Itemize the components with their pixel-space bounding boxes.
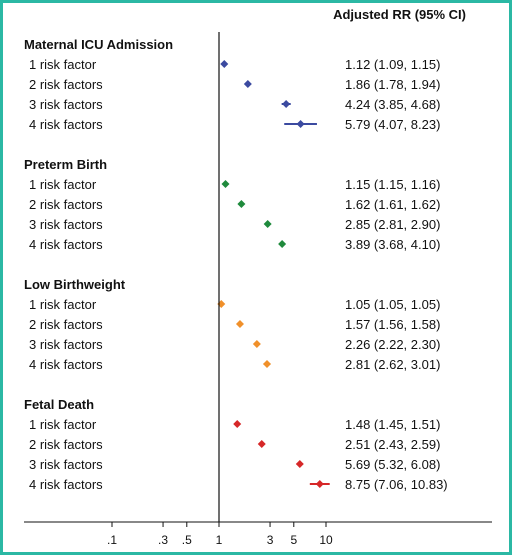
- group-label: Preterm Birth: [24, 157, 107, 172]
- x-tick-label: .3: [158, 533, 168, 547]
- row-label: 4 risk factors: [29, 357, 103, 372]
- point-estimate-marker: [278, 240, 287, 248]
- row-label: 3 risk factors: [29, 457, 103, 472]
- estimate-text: 1.62 (1.61, 1.62): [345, 197, 440, 212]
- estimate-text: 8.75 (7.06, 10.83): [345, 477, 448, 492]
- estimate-text: 3.89 (3.68, 4.10): [345, 237, 440, 252]
- group-label: Maternal ICU Admission: [24, 37, 173, 52]
- row-label: 1 risk factor: [29, 297, 97, 312]
- group-label: Low Birthweight: [24, 277, 126, 292]
- point-estimate-marker: [296, 120, 305, 128]
- estimate-text: 4.24 (3.85, 4.68): [345, 97, 440, 112]
- point-estimate-marker: [263, 360, 272, 368]
- row-label: 4 risk factors: [29, 237, 103, 252]
- estimate-text: 2.51 (2.43, 2.59): [345, 437, 440, 452]
- x-tick-label: .5: [182, 533, 192, 547]
- column-header: Adjusted RR (95% CI): [333, 7, 466, 22]
- point-estimate-marker: [220, 60, 229, 68]
- x-tick-label: 10: [319, 533, 333, 547]
- estimate-text: 2.26 (2.22, 2.30): [345, 337, 440, 352]
- plot-rows: Maternal ICU Admission 1 risk factor 1.12 …: [24, 37, 448, 492]
- x-tick-label: 5: [290, 533, 297, 547]
- estimate-text: 5.79 (4.07, 8.23): [345, 117, 440, 132]
- row-label: 3 risk factors: [29, 217, 103, 232]
- estimate-text: 1.15 (1.15, 1.16): [345, 177, 440, 192]
- estimate-text: 5.69 (5.32, 6.08): [345, 457, 440, 472]
- row-label: 3 risk factors: [29, 337, 103, 352]
- estimate-text: 1.86 (1.78, 1.94): [345, 77, 440, 92]
- point-estimate-marker: [315, 480, 324, 488]
- row-label: 3 risk factors: [29, 97, 103, 112]
- estimate-text: 1.12 (1.09, 1.15): [345, 57, 440, 72]
- x-tick-label: 1: [216, 533, 223, 547]
- point-estimate-marker: [263, 220, 272, 228]
- estimate-text: 1.48 (1.45, 1.51): [345, 417, 440, 432]
- point-estimate-marker: [282, 100, 291, 108]
- row-label: 4 risk factors: [29, 477, 103, 492]
- row-label: 2 risk factors: [29, 437, 103, 452]
- x-axis: .1 .3 .5 1 3 5 10: [24, 32, 492, 547]
- x-tick-label: .1: [107, 533, 117, 547]
- point-estimate-marker: [295, 460, 304, 468]
- row-label: 1 risk factor: [29, 417, 97, 432]
- point-estimate-marker: [252, 340, 261, 348]
- point-estimate-marker: [233, 420, 242, 428]
- row-label: 2 risk factors: [29, 197, 103, 212]
- point-estimate-marker: [243, 80, 252, 88]
- point-estimate-marker: [257, 440, 266, 448]
- x-tick-label: 3: [267, 533, 274, 547]
- row-label: 1 risk factor: [29, 177, 97, 192]
- group-label: Fetal Death: [24, 397, 94, 412]
- estimate-text: 1.57 (1.56, 1.58): [345, 317, 440, 332]
- point-estimate-marker: [235, 320, 244, 328]
- point-estimate-marker: [237, 200, 246, 208]
- row-label: 2 risk factors: [29, 77, 103, 92]
- estimate-text: 2.85 (2.81, 2.90): [345, 217, 440, 232]
- point-estimate-marker: [221, 180, 230, 188]
- row-label: 4 risk factors: [29, 117, 103, 132]
- row-label: 1 risk factor: [29, 57, 97, 72]
- row-label: 2 risk factors: [29, 317, 103, 332]
- estimate-text: 1.05 (1.05, 1.05): [345, 297, 440, 312]
- estimate-text: 2.81 (2.62, 3.01): [345, 357, 440, 372]
